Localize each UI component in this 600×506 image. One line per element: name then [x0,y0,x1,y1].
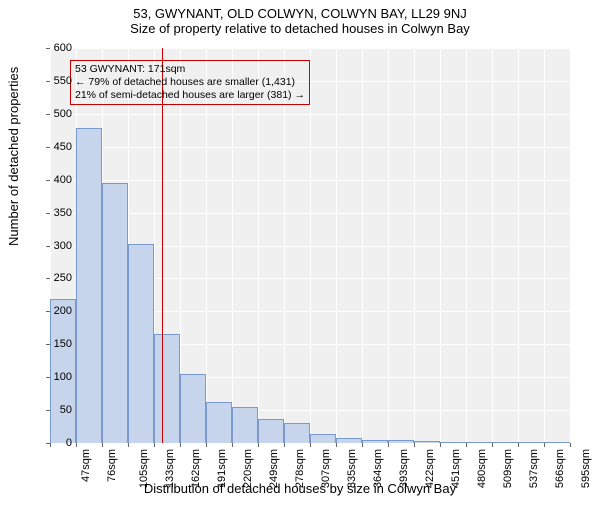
xtick-label: 220sqm [242,449,254,488]
xtick-label: 509sqm [502,449,514,488]
histogram-bar [284,423,310,443]
grid-line-v [492,48,493,443]
xtick-label: 566sqm [554,449,566,488]
xtick-label: 364sqm [372,449,384,488]
histogram-bar [362,440,388,443]
histogram-bar [154,334,180,443]
xtick-mark [362,443,363,447]
xtick-mark [440,443,441,447]
xtick-mark [414,443,415,447]
xtick-mark [466,443,467,447]
xtick-label: 451sqm [450,449,462,488]
grid-line-v [570,48,571,443]
xtick-label: 393sqm [398,449,410,488]
plot-area: 53 GWYNANT: 171sqm← 79% of detached hous… [50,48,570,443]
grid-line-v [518,48,519,443]
histogram-bar [440,442,466,443]
ytick-label: 150 [42,338,72,350]
grid-line-v [310,48,311,443]
ytick-label: 50 [42,404,72,416]
ytick-label: 250 [42,272,72,284]
histogram-bar [180,374,206,443]
ytick-label: 200 [42,305,72,317]
ytick-label: 400 [42,174,72,186]
histogram-chart: 53 GWYNANT: 171sqm← 79% of detached hous… [50,48,570,443]
ytick-label: 500 [42,108,72,120]
annotation-line: ← 79% of detached houses are smaller (1,… [75,76,305,89]
histogram-bar [76,128,102,443]
xtick-mark [180,443,181,447]
grid-line-v [206,48,207,443]
xtick-label: 249sqm [268,449,280,488]
grid-line-v [440,48,441,443]
xtick-label: 422sqm [424,449,436,488]
histogram-bar [128,244,154,443]
annotation-box: 53 GWYNANT: 171sqm← 79% of detached hous… [70,60,310,105]
xtick-mark [206,443,207,447]
xtick-label: 105sqm [138,449,150,488]
grid-line-v [362,48,363,443]
histogram-bar [206,402,232,443]
xtick-mark [336,443,337,447]
xtick-mark [284,443,285,447]
xtick-mark [76,443,77,447]
xtick-label: 278sqm [294,449,306,488]
histogram-bar [466,442,492,443]
xtick-mark [154,443,155,447]
histogram-bar [232,407,258,443]
histogram-bar [544,442,570,443]
histogram-bar [518,442,544,443]
xtick-label: 162sqm [190,449,202,488]
xtick-label: 76sqm [106,449,118,482]
grid-line-v [544,48,545,443]
xtick-label: 537sqm [528,449,540,488]
ytick-label: 550 [42,75,72,87]
ytick-label: 100 [42,371,72,383]
xtick-mark [388,443,389,447]
xtick-mark [310,443,311,447]
xtick-label: 133sqm [164,449,176,488]
annotation-line: 21% of semi-detached houses are larger (… [75,89,305,102]
xtick-mark [102,443,103,447]
xtick-mark [128,443,129,447]
xtick-label: 307sqm [320,449,332,488]
ytick-label: 0 [42,437,72,449]
chart-subtitle: Size of property relative to detached ho… [0,21,600,36]
xtick-label: 335sqm [346,449,358,488]
reference-line [162,48,163,443]
grid-line-v [258,48,259,443]
grid-line-v [414,48,415,443]
histogram-bar [388,440,414,443]
xtick-mark [518,443,519,447]
grid-line-v [284,48,285,443]
grid-line-v [232,48,233,443]
xtick-mark [232,443,233,447]
grid-line-v [388,48,389,443]
xtick-mark [258,443,259,447]
xtick-label: 480sqm [476,449,488,488]
ytick-label: 600 [42,42,72,54]
ytick-label: 300 [42,240,72,252]
xtick-mark [544,443,545,447]
xtick-mark [570,443,571,447]
y-axis-label: Number of detached properties [6,67,21,246]
xtick-label: 47sqm [80,449,92,482]
histogram-bar [492,442,518,443]
xtick-label: 191sqm [216,449,228,488]
chart-title: 53, GWYNANT, OLD COLWYN, COLWYN BAY, LL2… [0,6,600,21]
annotation-line: 53 GWYNANT: 171sqm [75,63,305,76]
xtick-mark [492,443,493,447]
xtick-label: 595sqm [580,449,592,488]
histogram-bar [336,438,362,443]
histogram-bar [102,183,128,443]
histogram-bar [258,419,284,443]
histogram-bar [414,441,440,443]
grid-line-v [466,48,467,443]
grid-line-v [336,48,337,443]
ytick-label: 350 [42,207,72,219]
ytick-label: 450 [42,141,72,153]
histogram-bar [310,434,336,443]
